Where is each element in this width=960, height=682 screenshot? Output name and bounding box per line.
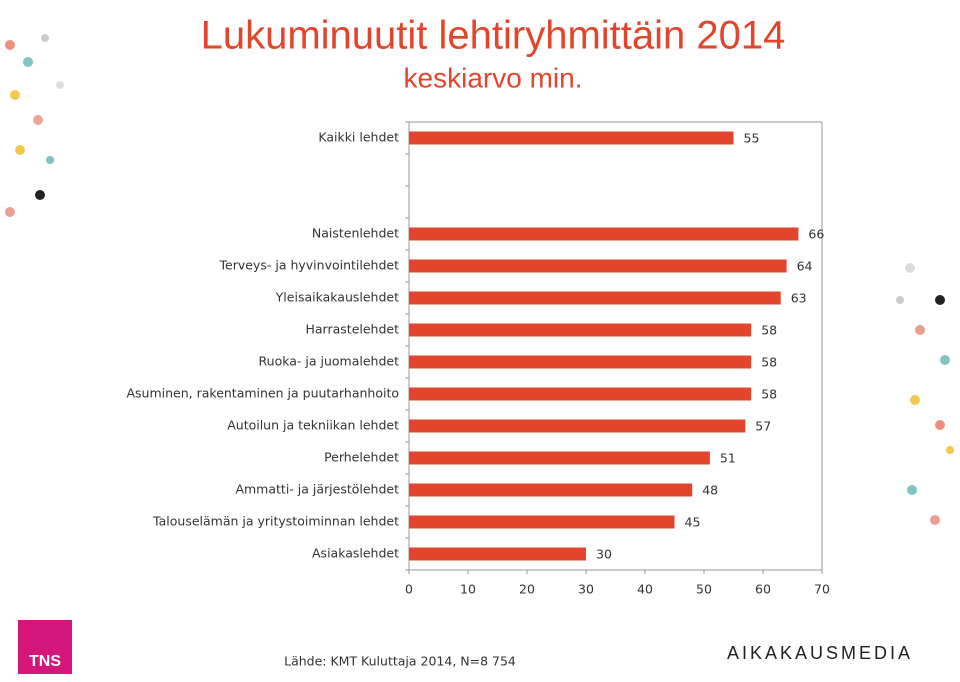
value-label: 58 xyxy=(761,323,777,338)
value-label: 58 xyxy=(761,355,777,370)
chart-title: Lukuminuutit lehtiryhmittäin 2014 xyxy=(201,14,786,58)
y-tick-label: Perhelehdet xyxy=(324,450,399,465)
tns-logo-text: TNS xyxy=(29,653,61,670)
y-tick-label: Kaikki lehdet xyxy=(318,130,399,145)
y-tick-label: Asuminen, rakentaminen ja puutarhanhoito xyxy=(126,386,399,401)
y-tick-label: Ruoka- ja juomalehdet xyxy=(259,354,400,369)
confetti-decoration xyxy=(5,34,954,525)
y-tick-label: Ammatti- ja järjestölehdet xyxy=(235,482,399,497)
value-label: 66 xyxy=(808,227,824,242)
bar xyxy=(409,547,586,561)
value-label: 48 xyxy=(702,483,718,498)
x-tick-label: 40 xyxy=(637,582,653,597)
bar xyxy=(409,483,693,497)
bar xyxy=(409,259,787,273)
y-tick-label: Naistenlehdet xyxy=(312,226,399,241)
value-label: 30 xyxy=(596,547,612,562)
bar xyxy=(409,227,799,241)
x-tick-label: 70 xyxy=(814,582,830,597)
value-label: 64 xyxy=(797,259,813,274)
aikakausmedia-logo: AIKAKAUSMEDIA xyxy=(727,643,913,663)
bar xyxy=(409,355,752,369)
value-label: 45 xyxy=(685,515,701,530)
y-tick-label: Asiakaslehdet xyxy=(312,546,399,561)
value-label: 51 xyxy=(720,451,736,466)
tns-logo xyxy=(18,620,72,674)
x-tick-label: 10 xyxy=(460,582,476,597)
bar xyxy=(409,323,752,337)
value-label: 57 xyxy=(755,419,771,434)
y-tick-label: Harrastelehdet xyxy=(306,322,400,337)
value-label: 55 xyxy=(744,131,760,146)
bar xyxy=(409,515,675,529)
y-tick-label: Terveys- ja hyvinvointilehdet xyxy=(219,258,400,273)
y-tick-label: Talouselämän ja yritystoiminnan lehdet xyxy=(152,514,399,529)
bar xyxy=(409,291,781,305)
x-tick-label: 20 xyxy=(519,582,535,597)
x-tick-label: 60 xyxy=(755,582,771,597)
chart-subtitle: keskiarvo min. xyxy=(404,62,583,93)
x-tick-label: 0 xyxy=(405,582,413,597)
x-tick-label: 50 xyxy=(696,582,712,597)
bar xyxy=(409,419,746,433)
bar xyxy=(409,387,752,401)
bar xyxy=(409,451,710,465)
value-label: 58 xyxy=(761,387,777,402)
y-tick-label: Autoilun ja tekniikan lehdet xyxy=(227,418,399,433)
bar xyxy=(409,131,734,145)
source-note: Lähde: KMT Kuluttaja 2014, N=8 754 xyxy=(284,654,516,669)
x-tick-label: 30 xyxy=(578,582,594,597)
y-tick-label: Yleisaikakauslehdet xyxy=(275,290,399,305)
value-label: 63 xyxy=(791,291,807,306)
